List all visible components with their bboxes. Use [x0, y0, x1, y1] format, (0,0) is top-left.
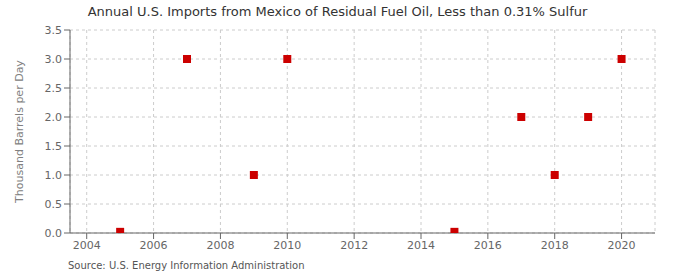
svg-text:2004: 2004	[73, 239, 101, 252]
svg-text:3.5: 3.5	[45, 24, 63, 37]
svg-text:1.0: 1.0	[45, 169, 63, 182]
html-text:Annual U.S. Imports from Mexic: Annual U.S. Imports from Mexico of Resid…	[87, 4, 588, 19]
svg-text:2.5: 2.5	[45, 82, 63, 95]
svg-text:Thousand Barrels per Day: Thousand Barrels per Day	[13, 60, 26, 204]
svg-text:3.0: 3.0	[45, 53, 63, 66]
svg-text:2008: 2008	[206, 239, 234, 252]
svg-text:2012: 2012	[340, 239, 368, 252]
html-text:Source: U.S. Energy Informatio: Source: U.S. Energy Information Administ…	[68, 260, 305, 271]
svg-text:2014: 2014	[407, 239, 435, 252]
svg-text:2016: 2016	[474, 239, 502, 252]
svg-text:2018: 2018	[541, 239, 569, 252]
svg-text:0.5: 0.5	[45, 198, 63, 211]
svg-text:2.0: 2.0	[45, 111, 63, 124]
svg-text:1.5: 1.5	[45, 140, 63, 153]
svg-text:2020: 2020	[608, 239, 636, 252]
svg-text:0.0: 0.0	[45, 227, 63, 240]
svg-text:2006: 2006	[140, 239, 168, 252]
svg-text:2010: 2010	[273, 239, 301, 252]
